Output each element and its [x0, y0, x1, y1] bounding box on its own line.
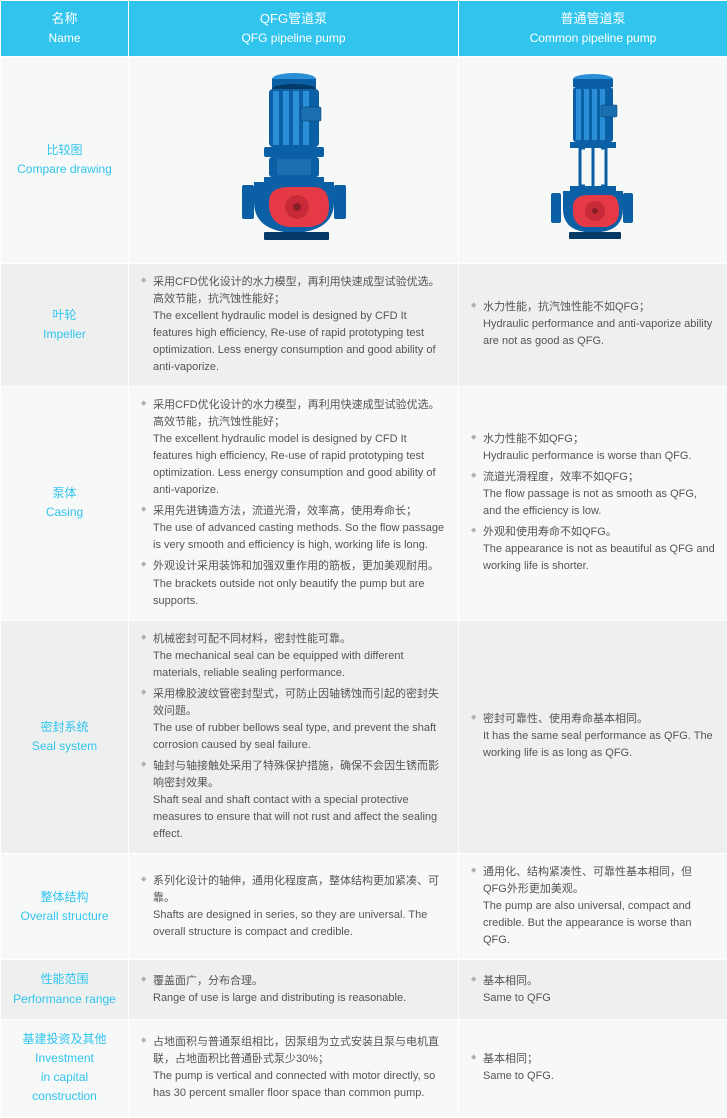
header-name-cn: 名称 [7, 9, 122, 29]
list-item: 系列化设计的轴伸，通用化程度高，整体结构更加紧凑、可靠。Shafts are d… [141, 873, 446, 941]
list-item: 机械密封可配不同材料，密封性能可靠。The mechanical seal ca… [141, 631, 446, 682]
casing-en: Casing [13, 503, 116, 522]
impeller-common: 水力性能，抗汽蚀性能不如QFG；Hydraulic performance an… [459, 263, 727, 386]
structure-name: 整体结构 Overall structure [1, 854, 129, 960]
list-item: 覆盖面广，分布合理。Range of use is large and dist… [141, 973, 446, 1007]
row-performance: 性能范围 Performance range 覆盖面广，分布合理。Range o… [1, 960, 727, 1019]
row-impeller: 叶轮 Impeller 采用CFD优化设计的水力模型，再利用快速成型试验优选。高… [1, 263, 727, 386]
investment-common: 基本相同；Same to QFG. [459, 1019, 727, 1117]
list-item: 采用先进铸造方法，流道光滑，效率高，使用寿命长；The use of advan… [141, 503, 446, 554]
row-investment: 基建投资及其他 Investment in capital constructi… [1, 1019, 727, 1117]
casing-cn: 泵体 [13, 484, 116, 503]
investment-cn: 基建投资及其他 [13, 1030, 116, 1049]
list-item: 水力性能不如QFG；Hydraulic performance is worse… [471, 431, 715, 465]
list-item: 占地面积与普通泵组相比，因泵组为立式安装且泵与电机直联，占地面积比普通卧式泵少3… [141, 1034, 446, 1102]
seal-qfg: 机械密封可配不同材料，密封性能可靠。The mechanical seal ca… [129, 620, 459, 854]
header-common-cn: 普通管道泵 [465, 9, 721, 29]
performance-en: Performance range [13, 990, 116, 1009]
performance-common: 基本相同。Same to QFG [459, 960, 727, 1019]
impeller-name: 叶轮 Impeller [1, 263, 129, 386]
list-item: 轴封与轴接触处采用了特殊保护措施，确保不会因生锈而影响密封效果。Shaft se… [141, 758, 446, 843]
investment-name: 基建投资及其他 Investment in capital constructi… [1, 1019, 129, 1117]
row-seal: 密封系统 Seal system 机械密封可配不同材料，密封性能可靠。The m… [1, 620, 727, 854]
list-item: 流道光滑程度，效率不如QFG；The flow passage is not a… [471, 469, 715, 520]
row-compare-drawing: 比较图 Compare drawing [1, 56, 727, 263]
impeller-en: Impeller [13, 325, 116, 344]
row-structure: 整体结构 Overall structure 系列化设计的轴伸，通用化程度高，整… [1, 854, 727, 960]
structure-common: 通用化、结构紧凑性、可靠性基本相同，但QFG外形更加美观。The pump ar… [459, 854, 727, 960]
seal-common: 密封可靠性、使用寿命基本相同。It has the same seal perf… [459, 620, 727, 854]
header-common-en: Common pipeline pump [465, 29, 721, 48]
performance-cn: 性能范围 [13, 970, 116, 989]
compare-en: Compare drawing [13, 160, 116, 179]
seal-en: Seal system [13, 737, 116, 756]
list-item: 外观设计采用装饰和加强双重作用的筋板，更加美观耐用。The brackets o… [141, 558, 446, 609]
investment-en2: in capital [13, 1068, 116, 1087]
investment-en1: Investment [13, 1049, 116, 1068]
list-item: 采用CFD优化设计的水力模型，再利用快速成型试验优选。高效节能，抗汽蚀性能好；T… [141, 274, 446, 376]
casing-name: 泵体 Casing [1, 387, 129, 621]
investment-en3: construction [13, 1087, 116, 1106]
structure-qfg: 系列化设计的轴伸，通用化程度高，整体结构更加紧凑、可靠。Shafts are d… [129, 854, 459, 960]
structure-cn: 整体结构 [13, 888, 116, 907]
seal-cn: 密封系统 [13, 718, 116, 737]
list-item: 通用化、结构紧凑性、可靠性基本相同，但QFG外形更加美观。The pump ar… [471, 864, 715, 949]
comparison-table: 名称 Name QFG管道泵 QFG pipeline pump 普通管道泵 C… [0, 0, 727, 1118]
investment-qfg: 占地面积与普通泵组相比，因泵组为立式安装且泵与电机直联，占地面积比普通卧式泵少3… [129, 1019, 459, 1117]
compare-cn: 比较图 [13, 141, 116, 160]
list-item: 基本相同；Same to QFG. [471, 1051, 715, 1085]
header-qfg: QFG管道泵 QFG pipeline pump [129, 1, 459, 57]
impeller-cn: 叶轮 [13, 306, 116, 325]
list-item: 采用橡胶波纹管密封型式，可防止因轴锈蚀而引起的密封失效问题。The use of… [141, 686, 446, 754]
common-pump-illustration [523, 67, 663, 247]
common-pump-image-cell [459, 56, 727, 263]
impeller-qfg: 采用CFD优化设计的水力模型，再利用快速成型试验优选。高效节能，抗汽蚀性能好；T… [129, 263, 459, 386]
list-item: 外观和使用寿命不如QFG。The appearance is not as be… [471, 524, 715, 575]
row-compare-name: 比较图 Compare drawing [1, 56, 129, 263]
qfg-pump-image-cell [129, 56, 459, 263]
performance-name: 性能范围 Performance range [1, 960, 129, 1019]
structure-en: Overall structure [13, 907, 116, 926]
list-item: 密封可靠性、使用寿命基本相同。It has the same seal perf… [471, 711, 715, 762]
row-casing: 泵体 Casing 采用CFD优化设计的水力模型，再利用快速成型试验优选。高效节… [1, 387, 727, 621]
casing-common: 水力性能不如QFG；Hydraulic performance is worse… [459, 387, 727, 621]
casing-qfg: 采用CFD优化设计的水力模型，再利用快速成型试验优选。高效节能，抗汽蚀性能好；T… [129, 387, 459, 621]
seal-name: 密封系统 Seal system [1, 620, 129, 854]
header-qfg-en: QFG pipeline pump [135, 29, 452, 48]
qfg-pump-illustration [209, 67, 379, 247]
list-item: 采用CFD优化设计的水力模型，再利用快速成型试验优选。高效节能，抗汽蚀性能好；T… [141, 397, 446, 499]
performance-qfg: 覆盖面广，分布合理。Range of use is large and dist… [129, 960, 459, 1019]
header-common: 普通管道泵 Common pipeline pump [459, 1, 727, 57]
list-item: 水力性能，抗汽蚀性能不如QFG；Hydraulic performance an… [471, 299, 715, 350]
header-name: 名称 Name [1, 1, 129, 57]
table-header-row: 名称 Name QFG管道泵 QFG pipeline pump 普通管道泵 C… [1, 1, 727, 57]
header-qfg-cn: QFG管道泵 [135, 9, 452, 29]
list-item: 基本相同。Same to QFG [471, 973, 715, 1007]
header-name-en: Name [7, 29, 122, 48]
